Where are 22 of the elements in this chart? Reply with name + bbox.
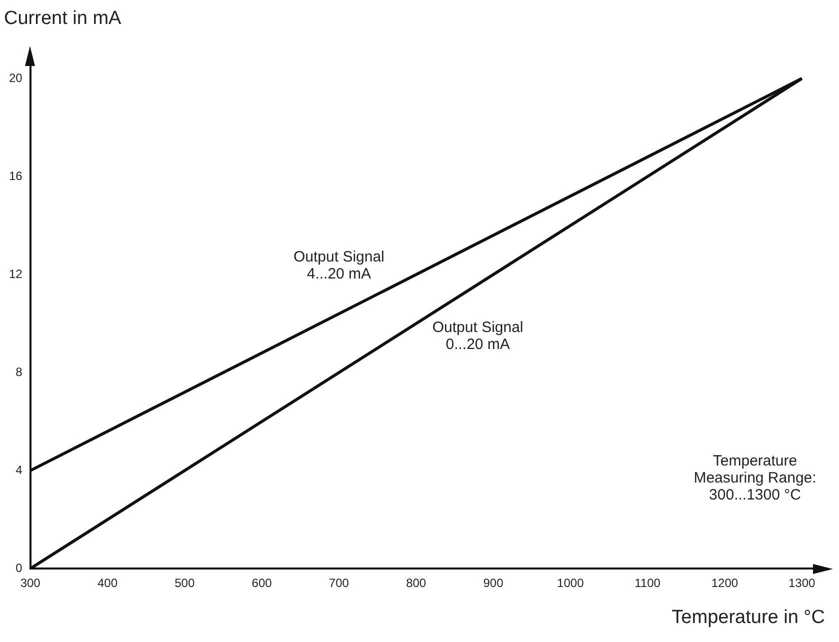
x-tick-label: 800 (406, 576, 426, 590)
series-label: Output Signal 4...20 mA (293, 248, 384, 282)
y-tick-label: 4 (16, 462, 23, 477)
x-tick-label: 1000 (557, 576, 584, 590)
x-tick-label: 300 (20, 576, 41, 590)
y-tick-label: 8 (16, 364, 23, 379)
x-tick-label: 1100 (634, 576, 661, 590)
x-tick-label: 500 (174, 576, 195, 590)
x-tick-label: 600 (252, 576, 272, 590)
x-tick-label: 900 (483, 576, 504, 590)
y-tick-label: 16 (8, 168, 23, 183)
y-tick-label: 0 (16, 560, 23, 575)
x-tick-label: 1300 (788, 576, 816, 590)
series-label: Output Signal 0...20 mA (432, 318, 524, 353)
x-tick-label: 700 (328, 576, 350, 590)
x-tick-label: 400 (97, 576, 118, 590)
x-axis-title: Temperature in °C (672, 607, 825, 629)
annotation: Temperature Measuring Range: 300...1300 °C (694, 452, 816, 504)
y-tick-label: 12 (8, 266, 23, 281)
x-tick-label: 1200 (711, 576, 738, 590)
y-axis-title: Current in mA (4, 8, 122, 30)
y-tick-label: 20 (8, 70, 23, 85)
